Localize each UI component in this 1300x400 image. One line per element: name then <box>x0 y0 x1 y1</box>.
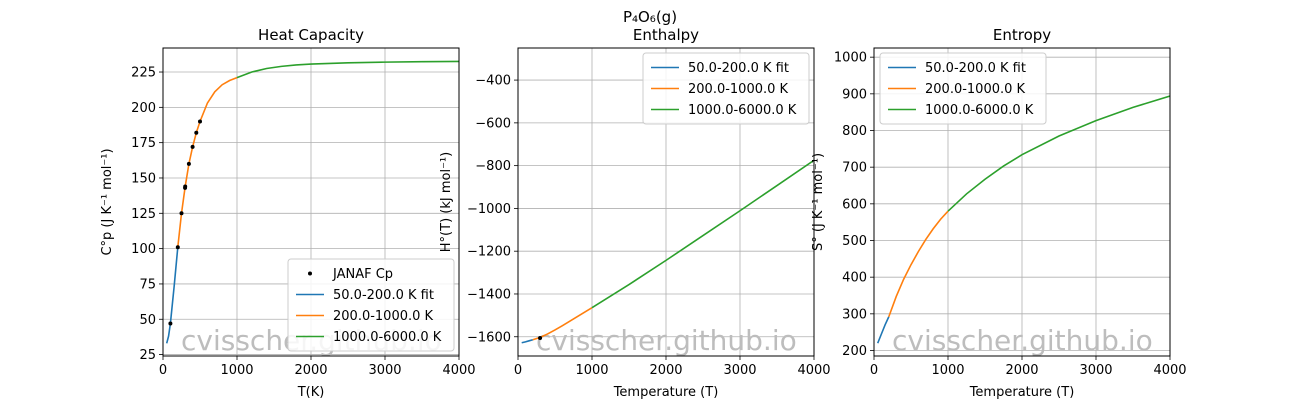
legend-box <box>879 52 1047 125</box>
x-axis-label: Temperature (T) <box>613 385 719 400</box>
legend-label: 50.0-200.0 K fit <box>688 61 789 76</box>
y-tick-label: 175 <box>131 136 156 151</box>
watermark-text: cvisscher.github.io <box>892 324 1153 357</box>
series-line-1 <box>165 247 179 344</box>
y-tick-label: −800 <box>475 159 511 174</box>
chart-panels: cvisscher.github.io010002000300040002550… <box>100 26 1187 400</box>
legend: 50.0-200.0 K fit 200.0-1000.0 K 1000.0-600… <box>642 52 810 125</box>
x-tick-label: 1000 <box>931 363 964 378</box>
series-line-2 <box>532 306 593 341</box>
x-tick-label: 4000 <box>442 363 475 378</box>
y-tick-label: 150 <box>131 171 156 186</box>
legend-label: 200.0-1000.0 K <box>333 309 434 324</box>
data-point <box>198 119 202 124</box>
legend: JANAF Cp 50.0-200.0 K fit 200.0-1000.0 K 10… <box>287 258 455 352</box>
legend-label: 200.0-1000.0 K <box>688 82 789 97</box>
chart-panel-2: cvisscher.github.io 0 1000 2000 3000 4000 −160… <box>439 26 831 400</box>
series-line-1 <box>521 338 534 344</box>
axes-title: Heat Capacity <box>258 26 364 44</box>
y-tick-label: 400 <box>842 271 867 286</box>
y-axis-label: H°(T) (kJ mol⁻¹) <box>439 152 454 252</box>
y-tick-label: 25 <box>139 348 156 363</box>
y-tick-label: −400 <box>475 74 511 89</box>
x-tick-label: 3000 <box>1079 363 1112 378</box>
y-tick-label: 75 <box>139 277 156 292</box>
x-tick-label: 2000 <box>1005 363 1038 378</box>
series-line-2 <box>177 76 238 248</box>
y-tick-label: 200 <box>131 101 156 116</box>
y-tick-label: −1400 <box>467 287 511 302</box>
figure-suptitle: P₄O₆(g) <box>623 8 677 26</box>
legend-box <box>287 258 455 352</box>
axes-title: Enthalpy <box>633 26 699 44</box>
y-tick-label: 700 <box>842 161 867 176</box>
x-tick-label: 1000 <box>575 363 608 378</box>
legend-label: 1000.0-6000.0 K <box>688 103 797 118</box>
y-tick-label: 1000 <box>834 51 867 66</box>
x-tick-label: 1000 <box>220 363 253 378</box>
x-tick-label: 0 <box>159 363 167 378</box>
y-tick-label: 500 <box>842 234 867 249</box>
y-tick-label: 125 <box>131 207 156 222</box>
data-point <box>175 245 180 250</box>
legend-label: JANAF Cp <box>332 267 393 282</box>
axes-title: Entropy <box>993 26 1051 44</box>
chart-panel-3: cvisscher.github.io 0 1000 2000 3000 4000 200 3… <box>811 26 1187 400</box>
data-point <box>186 161 191 166</box>
plot-area: cvisscher.github.io <box>521 159 814 357</box>
plot-area: cvisscher.github.io <box>876 95 1170 357</box>
data-point <box>168 321 173 326</box>
legend-label: 50.0-200.0 K fit <box>925 61 1026 76</box>
y-tick-label: 900 <box>842 87 867 102</box>
y-tick-label: −1600 <box>467 330 511 345</box>
x-tick-label: 3000 <box>723 363 756 378</box>
x-axis-label: T(K) <box>297 385 325 400</box>
x-tick-label: 4000 <box>1153 363 1186 378</box>
x-tick-label: 0 <box>514 363 522 378</box>
legend-label: 200.0-1000.0 K <box>925 82 1026 97</box>
y-tick-label: −1000 <box>467 202 511 217</box>
watermark-text: cvisscher.github.io <box>536 324 797 357</box>
x-tick-label: 0 <box>870 363 878 378</box>
series-line-3 <box>947 95 1170 212</box>
y-tick-label: 50 <box>139 313 156 328</box>
legend-label: 50.0-200.0 K fit <box>333 288 434 303</box>
series-line-2 <box>888 210 949 318</box>
x-tick-label: 2000 <box>649 363 682 378</box>
y-tick-label: 600 <box>842 197 867 212</box>
data-point <box>179 211 184 216</box>
x-tick-label: 4000 <box>797 363 830 378</box>
y-tick-label: 225 <box>131 66 156 81</box>
legend: 50.0-200.0 K fit 200.0-1000.0 K 1000.0-600… <box>879 52 1047 125</box>
x-axis-label: Temperature (T) <box>969 385 1075 400</box>
y-axis-label: C°p (J K⁻¹ mol⁻¹) <box>100 148 115 255</box>
data-point <box>538 336 543 341</box>
data-point <box>190 144 195 149</box>
y-tick-label: 300 <box>842 307 867 322</box>
legend-label: 1000.0-6000.0 K <box>925 103 1034 118</box>
legend-box <box>642 52 810 125</box>
chart-panel-1: cvisscher.github.io010002000300040002550… <box>100 26 476 400</box>
y-tick-label: −1200 <box>467 245 511 260</box>
series-line-1 <box>876 316 890 344</box>
y-tick-label: 200 <box>842 344 867 359</box>
legend-label: 1000.0-6000.0 K <box>333 330 442 345</box>
y-tick-label: 800 <box>842 124 867 139</box>
x-tick-label: 3000 <box>368 363 401 378</box>
y-tick-label: −600 <box>475 116 511 131</box>
x-tick-label: 2000 <box>294 363 327 378</box>
data-point <box>183 184 188 189</box>
y-axis-label: S° (J K⁻¹ mol⁻¹) <box>811 153 826 251</box>
y-tick-label: 100 <box>131 242 156 257</box>
legend-marker <box>308 271 312 276</box>
series-line-3 <box>236 60 459 79</box>
data-point <box>194 130 199 135</box>
series-line-3 <box>591 159 814 309</box>
